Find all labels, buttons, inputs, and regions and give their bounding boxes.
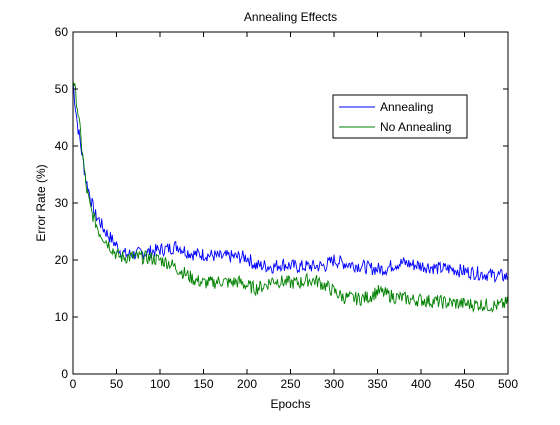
plot-area (73, 32, 508, 374)
tick-layer: 0 50 100 150 200 250 300 350 400 450 500 0 10 20 30 40 5… (55, 25, 519, 391)
x-tick-label: 400 (411, 377, 431, 391)
x-tick-label: 0 (70, 377, 77, 391)
x-tick-label: 250 (280, 377, 300, 391)
x-tick-label: 450 (454, 377, 474, 391)
legend-label-no-annealing: No Annealing (380, 120, 451, 134)
x-tick-label: 200 (237, 377, 257, 391)
legend: Annealing No Annealing (332, 94, 468, 139)
chart-title: Annealing Effects (244, 10, 337, 24)
x-tick-label: 50 (110, 377, 124, 391)
y-axis-label: Error Rate (%) (34, 164, 48, 241)
series-line-no-annealing (72, 80, 509, 313)
y-tick-label: 30 (55, 196, 69, 210)
x-tick-label: 500 (498, 377, 518, 391)
y-tick-label: 60 (55, 25, 69, 39)
y-tick-label: 40 (55, 139, 69, 153)
y-tick-label: 50 (55, 82, 69, 96)
series-layer (72, 80, 509, 313)
y-tick-label: 10 (55, 310, 69, 324)
y-tick-label: 0 (61, 367, 68, 381)
x-axis-label: Epochs (270, 397, 310, 411)
x-tick-label: 350 (367, 377, 387, 391)
y-tick-label: 20 (55, 253, 69, 267)
legend-label-annealing: Annealing (380, 100, 433, 114)
x-tick-label: 150 (193, 377, 213, 391)
legend-box (332, 94, 468, 139)
x-tick-label: 100 (150, 377, 170, 391)
series-line-annealing (72, 83, 509, 284)
x-tick-label: 300 (324, 377, 344, 391)
